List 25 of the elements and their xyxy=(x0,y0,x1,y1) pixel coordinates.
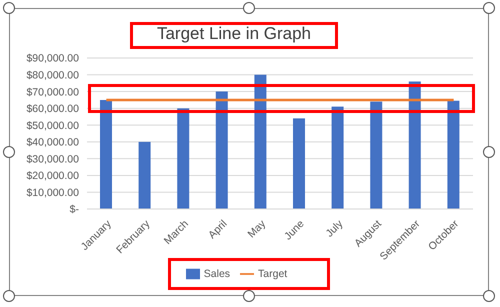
y-tick-label: $20,000.00 xyxy=(26,170,80,182)
bar xyxy=(138,142,151,209)
y-tick-label: $60,000.00 xyxy=(26,103,80,116)
y-tick-label: $80,000.00 xyxy=(26,70,80,82)
bar xyxy=(216,92,228,209)
y-tick-label: $- xyxy=(70,204,80,216)
x-tick-label: May xyxy=(246,217,269,240)
x-tick-label: July xyxy=(324,217,346,240)
bar xyxy=(370,102,382,209)
chart-title: Target Line in Graph xyxy=(156,24,312,44)
bar xyxy=(177,108,190,209)
bar xyxy=(332,106,344,209)
y-tick-label: $30,000.00 xyxy=(26,153,80,166)
y-tick-label: $40,000.00 xyxy=(26,136,80,149)
legend-label: Sales xyxy=(204,268,230,280)
y-tick-label: $10,000.00 xyxy=(26,186,80,199)
bar xyxy=(447,100,460,209)
legend-label: Target xyxy=(258,268,288,280)
y-tick-label: $70,000.00 xyxy=(26,86,80,98)
bar xyxy=(408,81,421,209)
bar xyxy=(293,118,305,209)
bar xyxy=(100,100,112,209)
y-tick-label: $50,000.00 xyxy=(26,120,80,132)
bar xyxy=(254,74,266,209)
y-tick-label: $90,000.00 xyxy=(26,52,80,65)
